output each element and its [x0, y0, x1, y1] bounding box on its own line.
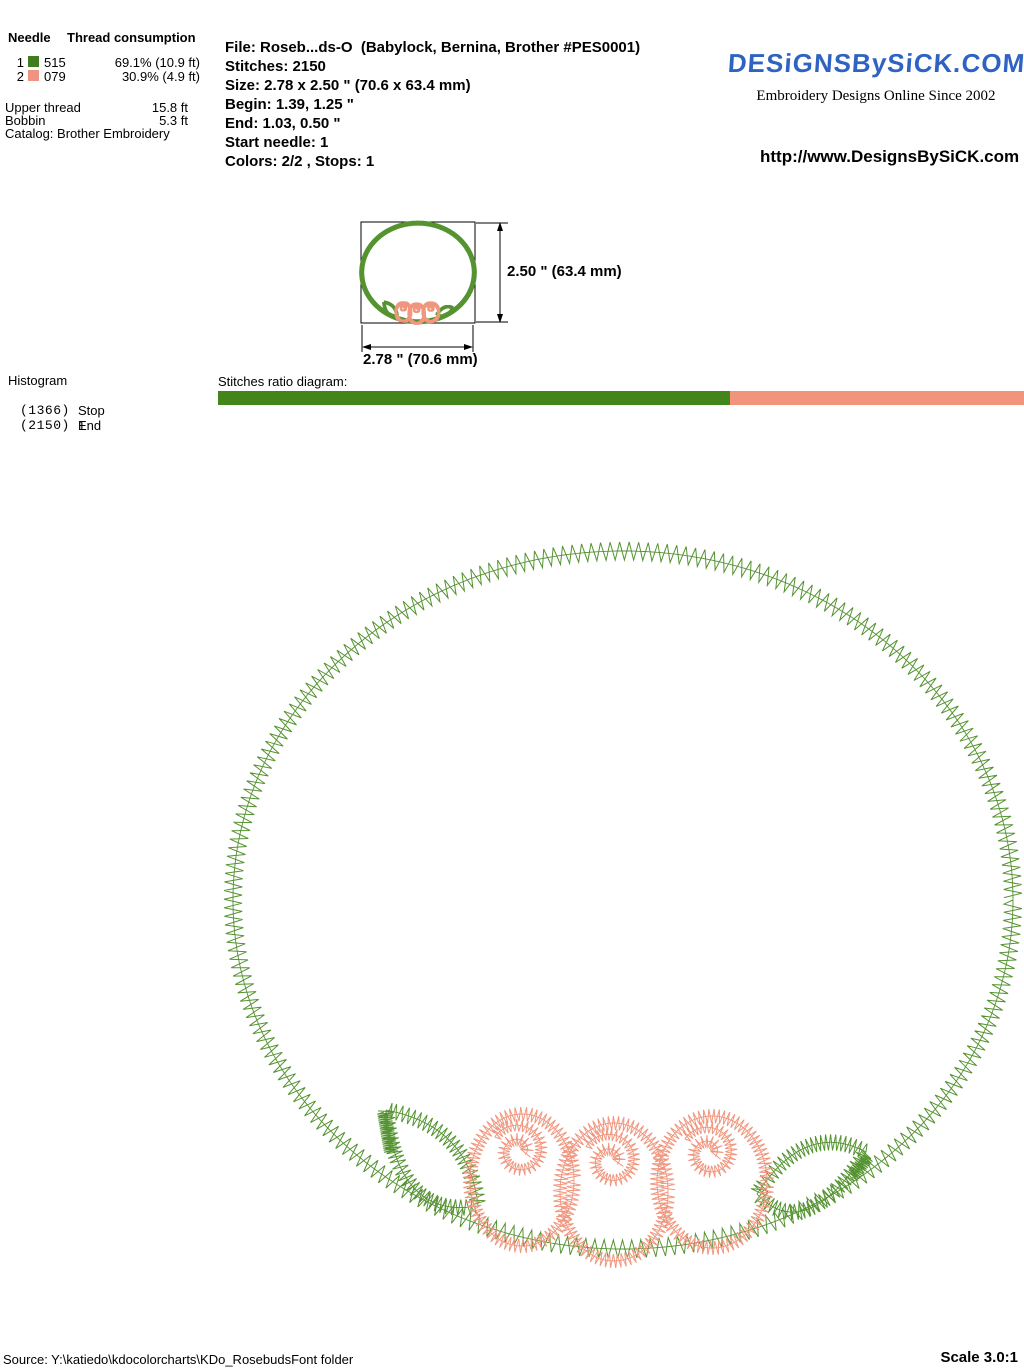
- footer-source-path: Source: Y:\katiedo\kdocolorcharts\KDo_Ro…: [3, 1352, 354, 1367]
- stitches-line: Stitches: 2150: [225, 58, 326, 75]
- design-thumbnail-preview: [359, 220, 477, 325]
- thread-color-swatch: [28, 70, 39, 81]
- histogram-title: Histogram: [8, 373, 68, 388]
- design-stitch-preview: [223, 541, 1023, 1269]
- bobbin-value: 5.3 ft: [159, 113, 188, 128]
- stitch-path: [421, 301, 441, 324]
- upper-thread-label: Upper thread: [5, 100, 81, 115]
- ratio-segment: [729, 391, 1024, 405]
- stitch-path: [492, 1119, 548, 1176]
- stitch-path: [394, 301, 413, 323]
- width-dimension-label: 2.78 " (70.6 mm): [363, 351, 478, 368]
- needle-number: 1: [16, 55, 24, 70]
- upper-thread-value: 15.8 ft: [151, 100, 188, 115]
- stitch-path: [552, 1115, 676, 1269]
- stitch-path: [649, 1108, 775, 1256]
- needle-number: 2: [16, 69, 24, 84]
- dim-arrow-icon: [497, 314, 503, 323]
- thread-code: 515: [44, 55, 66, 70]
- histogram-count: (2150): [20, 418, 70, 433]
- stitch-path: [232, 550, 1014, 1250]
- ratio-diagram-label: Stitches ratio diagram:: [218, 374, 348, 389]
- stitch-path: [847, 1151, 873, 1181]
- bobbin-label: Bobbin: [5, 113, 46, 128]
- file-info: File: Roseb...ds-O (Babylock, Bernina, B…: [225, 38, 730, 171]
- stitch-path: [377, 1102, 486, 1216]
- footer-scale: Scale 3.0:1: [940, 1349, 1018, 1366]
- stitch-path: [583, 1128, 641, 1187]
- thread-color-swatch: [28, 56, 39, 67]
- size-line: Size: 2.78 x 2.50 " (70.6 x 63.4 mm): [225, 77, 471, 94]
- start-needle-line: Start needle: 1: [225, 134, 329, 151]
- stitch-path: [426, 303, 435, 312]
- brand-tagline: Embroidery Designs Online Since 2002: [756, 88, 996, 104]
- histogram-count: (1366): [20, 403, 70, 418]
- thread-consumption: 69.1% (10.9 ft): [114, 55, 200, 70]
- brand-url-link[interactable]: http://www.DesignsBySiCK.com: [760, 147, 1020, 166]
- height-dimension-label: 2.50 " (63.4 mm): [507, 263, 622, 280]
- stitch-path: [223, 541, 1023, 1259]
- consumption-column-header: Thread consumption: [67, 30, 196, 45]
- ratio-segment: [218, 391, 730, 405]
- stitch-path: [682, 1121, 738, 1178]
- stitches-ratio-bar: [218, 391, 1024, 405]
- stitch-path: [377, 1111, 398, 1153]
- thread-code: 079: [44, 69, 66, 84]
- dim-arrow-icon: [362, 344, 371, 350]
- stitch-path: [398, 303, 408, 312]
- colors-stops-line: Colors: 2/2 , Stops: 1: [225, 153, 375, 170]
- stitch-path: [407, 302, 426, 325]
- histogram-label: End: [78, 418, 102, 433]
- needle-column-header: Needle: [8, 30, 51, 45]
- catalog-line: Catalog: Brother Embroidery: [5, 126, 170, 141]
- end-line: End: 1.03, 0.50 ": [225, 115, 341, 132]
- table-row: 1 515 69.1% (10.9 ft): [0, 55, 210, 70]
- begin-line: Begin: 1.39, 1.25 ": [225, 96, 354, 113]
- table-row: 2 079 30.9% (4.9 ft): [0, 69, 210, 84]
- thread-consumption: 30.9% (4.9 ft): [121, 69, 200, 84]
- histogram-label: Stop 1: [78, 403, 105, 433]
- dim-arrow-icon: [497, 222, 503, 231]
- stitch-path: [462, 1106, 582, 1254]
- stitch-path: [411, 304, 421, 313]
- dim-arrow-icon: [464, 344, 473, 350]
- file-name-line: File: Roseb...ds-O (Babylock, Bernina, B…: [225, 39, 641, 56]
- brand-logo: DESiGNSBySiCK.COM: [726, 48, 1024, 78]
